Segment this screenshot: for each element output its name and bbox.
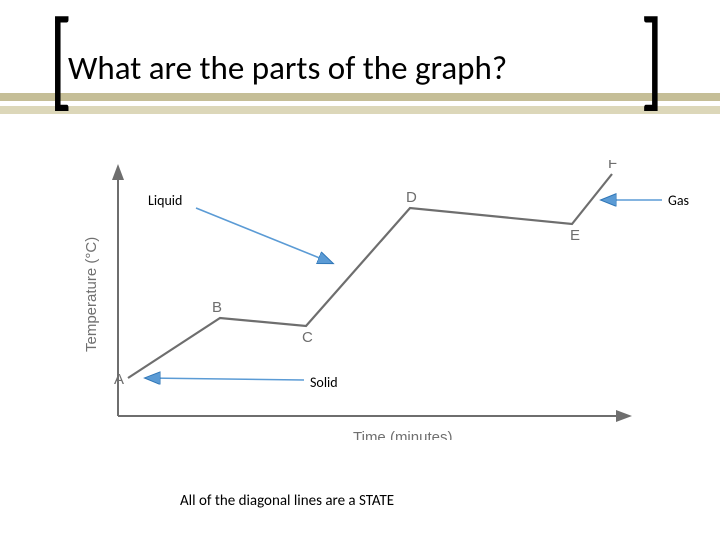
svg-text:F: F bbox=[608, 160, 617, 172]
svg-text:Time (minutes): Time (minutes) bbox=[353, 429, 452, 440]
title-bracket-right: ] bbox=[640, 18, 664, 101]
header-stripe-1 bbox=[0, 93, 720, 101]
footer-caption: All of the diagonal lines are a STATE bbox=[180, 492, 394, 510]
svg-text:Temperature (°C): Temperature (°C) bbox=[83, 237, 100, 352]
svg-text:B: B bbox=[212, 299, 222, 316]
svg-text:C: C bbox=[302, 329, 313, 346]
page-title: What are the parts of the graph? bbox=[68, 48, 507, 88]
svg-text:A: A bbox=[114, 371, 124, 388]
svg-text:D: D bbox=[406, 189, 417, 206]
solid-label: Solid bbox=[310, 374, 338, 391]
gas-label: Gas bbox=[668, 192, 689, 209]
liquid-label: Liquid bbox=[148, 192, 182, 209]
svg-text:E: E bbox=[570, 227, 580, 244]
header-stripe-2 bbox=[0, 106, 720, 114]
